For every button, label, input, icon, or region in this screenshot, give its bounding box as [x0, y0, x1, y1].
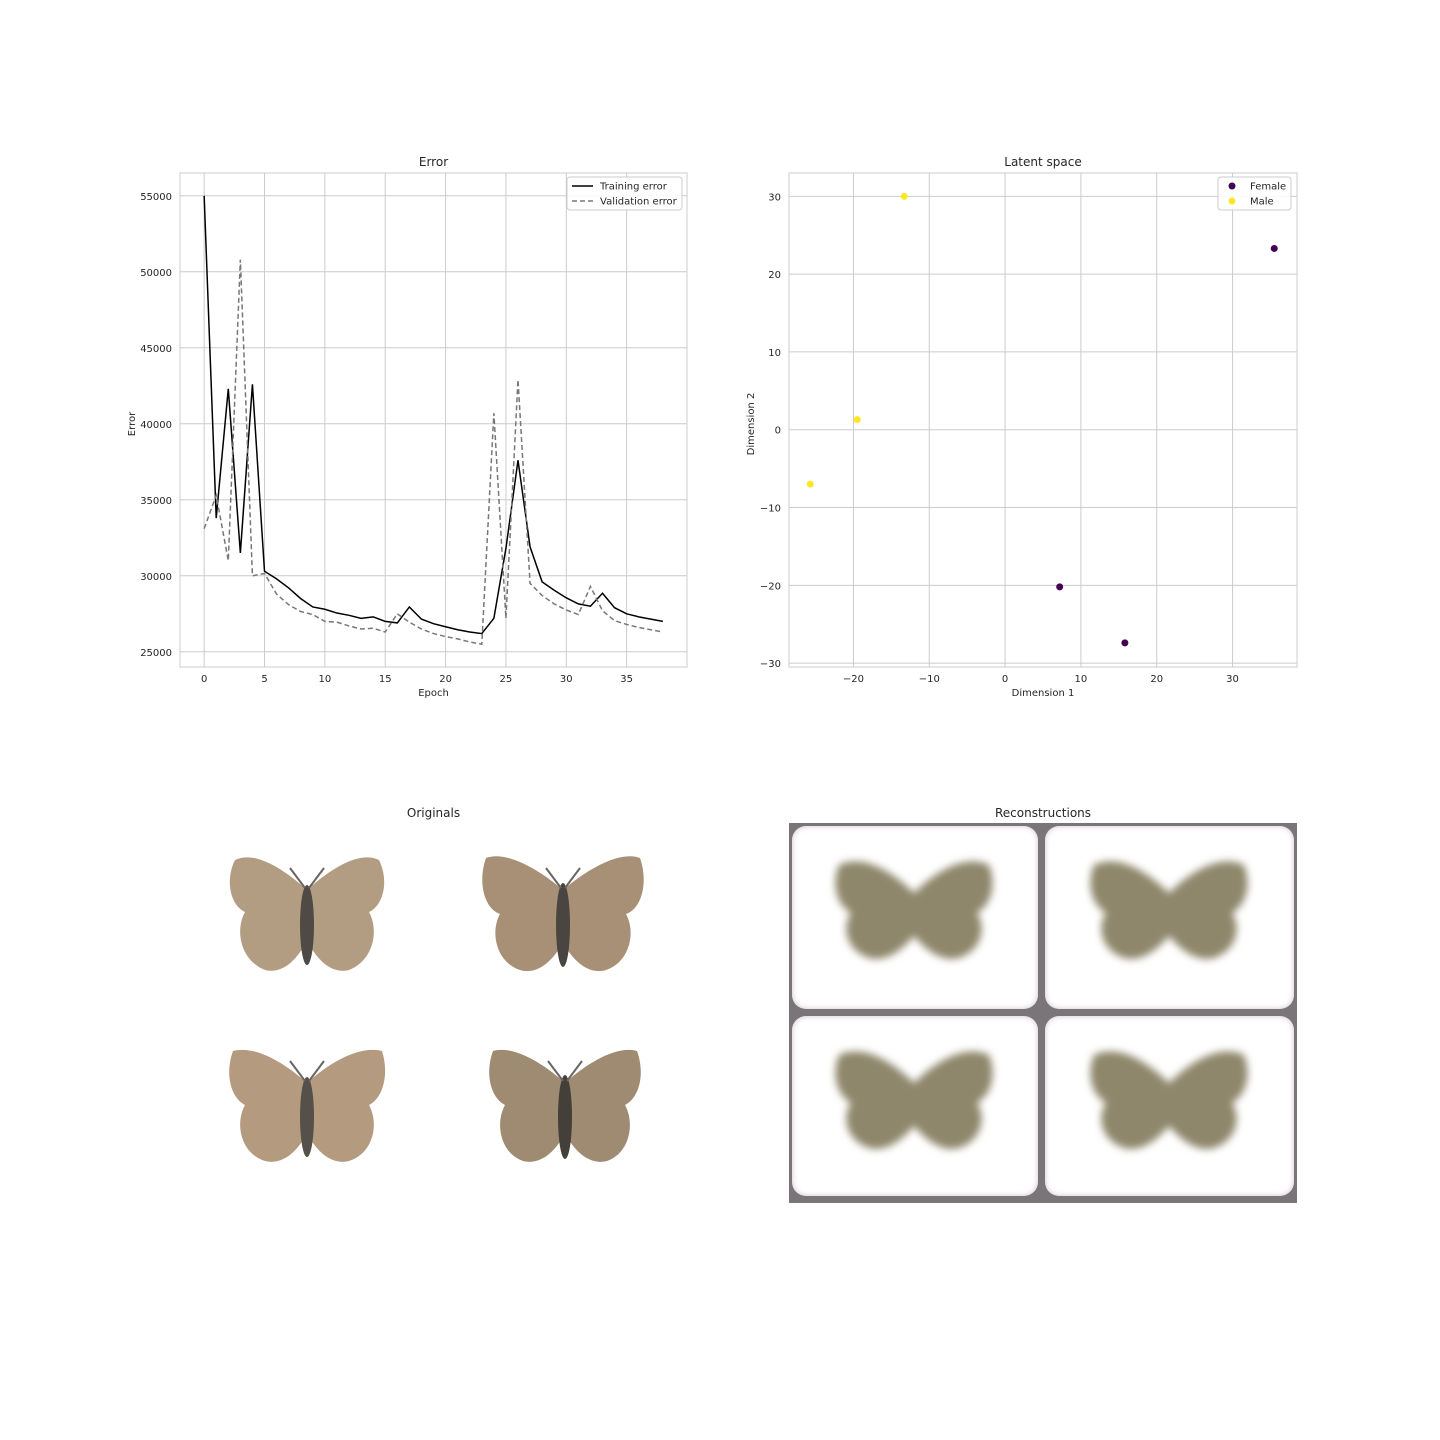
originals-title: Originals — [406, 806, 461, 820]
error-y-tick-label: 30000 — [140, 572, 172, 583]
latent-legend-box — [1217, 176, 1292, 211]
latent-legend-label-male: Male — [1250, 197, 1274, 208]
error-legend-box — [566, 176, 683, 211]
error-x-tick-label: 30 — [560, 674, 573, 685]
latent-x-tick-label: 20 — [1150, 674, 1163, 685]
error-x-tick-label: 20 — [439, 674, 452, 685]
error-series-line-1 — [203, 195, 663, 635]
latent-legend: Female Male — [1217, 176, 1292, 211]
latent-legend-label-female: Female — [1250, 182, 1286, 193]
original-butterfly-3 — [229, 1049, 386, 1162]
error-legend: Training error Validation error — [566, 176, 683, 211]
error-y-tick-label: 45000 — [140, 344, 172, 355]
latent-y-axis-label: Dimension 2 — [746, 393, 757, 456]
error-x-axis-label: Epoch — [418, 688, 449, 699]
error-x-tick-label: 15 — [379, 674, 392, 685]
latent-y-tick-label: 20 — [768, 270, 781, 281]
error-legend-label-1: Training error — [599, 182, 668, 193]
error-x-tick-label: 35 — [620, 674, 633, 685]
error-y-tick-label: 40000 — [140, 420, 172, 431]
latent-point-female — [1056, 583, 1064, 591]
latent-point-female — [1121, 639, 1129, 647]
latent-y-tick-label: 10 — [768, 348, 781, 359]
latent-y-tick-label: −30 — [760, 659, 781, 670]
latent-point-female — [1270, 244, 1278, 252]
latent-x-tick-label: 10 — [1075, 674, 1088, 685]
error-x-tick-label: 0 — [201, 674, 207, 685]
error-y-axis-label: Error — [127, 411, 138, 436]
reconstructions-title: Reconstructions — [994, 806, 1092, 820]
latent-chart-title: Latent space — [1004, 155, 1081, 169]
error-line-chart: 0 5 10 15 20 25 30 35 25000 30000 35000 40000 45000 5… — [127, 155, 688, 699]
error-y-tick-label: 35000 — [140, 496, 172, 507]
latent-x-tick-label: 0 — [1002, 674, 1008, 685]
error-chart-title: Error — [419, 155, 448, 169]
error-y-tick-label: 25000 — [140, 648, 172, 659]
latent-x-axis-label: Dimension 1 — [1012, 688, 1075, 699]
error-x-tick-label: 10 — [318, 674, 331, 685]
error-series-line-2 — [203, 259, 663, 646]
latent-y-tick-label: 30 — [768, 192, 781, 203]
error-plot-frame — [179, 172, 688, 668]
latent-legend-marker-male — [1228, 197, 1236, 205]
error-x-tick-label: 5 — [261, 674, 267, 685]
latent-y-tick-label: −10 — [760, 504, 781, 515]
latent-x-tick-label: 30 — [1226, 674, 1239, 685]
latent-x-tick-label: −20 — [843, 674, 864, 685]
error-y-tick-label: 50000 — [140, 268, 172, 279]
latent-legend-marker-female — [1228, 182, 1236, 190]
original-butterfly-1 — [229, 857, 385, 971]
latent-point-male — [900, 192, 908, 200]
error-legend-label-2: Validation error — [600, 197, 678, 208]
latent-point-male — [806, 480, 814, 488]
latent-y-tick-label: −20 — [760, 581, 781, 592]
reconstructions-grid — [789, 823, 1297, 1203]
latent-y-tick-label: 0 — [775, 426, 781, 437]
error-y-tick-label: 55000 — [140, 192, 172, 203]
latent-plot-frame — [788, 172, 1298, 668]
original-butterfly-4 — [489, 1049, 641, 1162]
original-butterfly-2 — [482, 856, 644, 972]
latent-x-tick-label: −10 — [919, 674, 940, 685]
error-x-tick-label: 25 — [500, 674, 513, 685]
latent-point-male — [853, 416, 861, 424]
reconstruction-butterflies — [835, 861, 1248, 1149]
